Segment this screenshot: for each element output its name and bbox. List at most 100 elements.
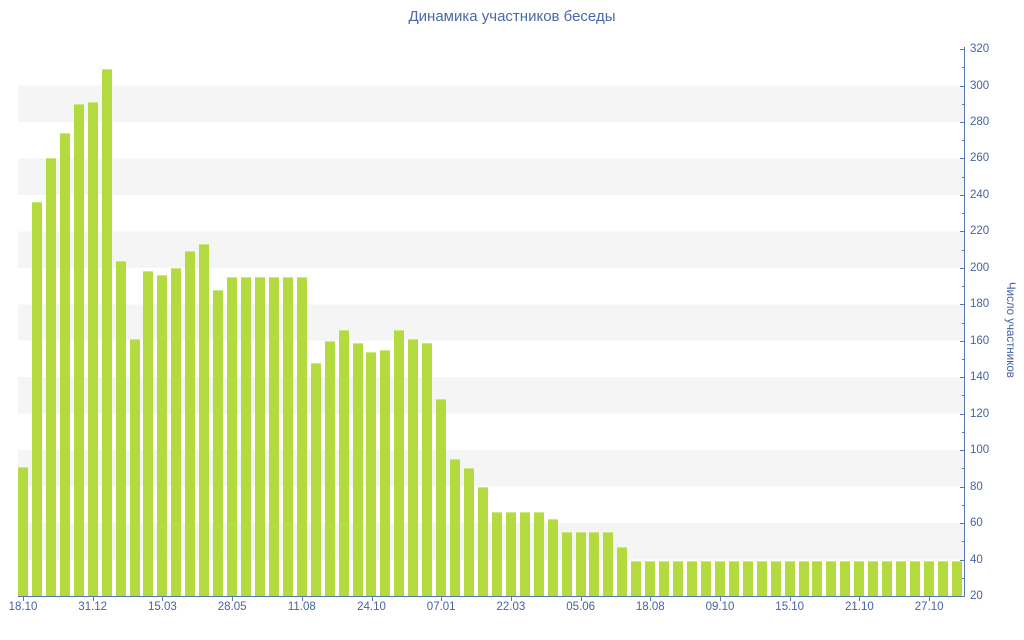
y-minor-tick-270: [961, 140, 964, 142]
x-tick-22.03: [510, 597, 512, 601]
x-tick-27.10: [929, 597, 931, 601]
y-axis-label-320: 320: [970, 43, 990, 55]
y-axis-label-300: 300: [970, 79, 990, 92]
bar-38[interactable]: [533, 512, 544, 596]
bar-7[interactable]: [101, 69, 112, 596]
bar-33[interactable]: [464, 468, 474, 596]
bar-47[interactable]: [659, 561, 670, 596]
bar-8[interactable]: [115, 260, 126, 596]
bar-22[interactable]: [310, 362, 321, 596]
y-minor-tick-170: [961, 322, 964, 324]
bar-44[interactable]: [617, 546, 628, 596]
bar-13[interactable]: [185, 251, 196, 596]
bar-48[interactable]: [673, 561, 684, 596]
y-minor-tick-110: [961, 431, 964, 433]
bar-34[interactable]: [477, 486, 488, 596]
bar-56[interactable]: [784, 561, 795, 596]
x-axis-label-15.10: 15.10: [775, 601, 805, 613]
bar-36[interactable]: [505, 512, 516, 596]
bar-55[interactable]: [770, 561, 781, 596]
bar-21[interactable]: [296, 276, 307, 596]
bar-32[interactable]: [450, 459, 461, 596]
bar-40[interactable]: [561, 532, 572, 596]
x-tick-28.05: [232, 597, 234, 601]
bar-37[interactable]: [519, 512, 530, 596]
bar-58[interactable]: [812, 561, 823, 596]
bar-60[interactable]: [840, 561, 851, 596]
y-axis-label-40: 40: [970, 553, 983, 566]
bar-64[interactable]: [896, 561, 907, 596]
y-major-tick-180: [960, 304, 964, 306]
bar-42[interactable]: [589, 532, 600, 596]
y-axis-label-220: 220: [970, 225, 990, 238]
bar-9[interactable]: [129, 338, 140, 596]
bar-59[interactable]: [826, 561, 837, 596]
x-tick-15.03: [162, 597, 164, 601]
y-major-tick-80: [960, 486, 964, 488]
bar-28[interactable]: [394, 329, 405, 596]
bar-3[interactable]: [45, 158, 56, 596]
y-axis-label-120: 120: [970, 407, 990, 420]
y-axis-label-280: 280: [970, 115, 990, 128]
bar-10[interactable]: [143, 271, 154, 596]
y-axis-label-200: 200: [970, 261, 990, 274]
bar-14[interactable]: [199, 244, 210, 596]
bar-4[interactable]: [59, 132, 70, 596]
x-axis-label-07.01: 07.01: [426, 601, 456, 613]
bar-53[interactable]: [742, 561, 753, 596]
y-minor-tick-50: [961, 541, 964, 543]
bar-18[interactable]: [254, 276, 265, 596]
bar-41[interactable]: [575, 532, 586, 596]
bar-65[interactable]: [910, 561, 920, 596]
bar-1[interactable]: [18, 466, 28, 596]
x-axis-label-21.10: 21.10: [845, 601, 874, 613]
bar-51[interactable]: [714, 561, 725, 596]
bar-57[interactable]: [798, 561, 809, 596]
y-axis-label-60: 60: [970, 517, 983, 530]
bar-66[interactable]: [923, 561, 934, 596]
bar-11[interactable]: [157, 275, 168, 596]
bar-49[interactable]: [687, 561, 697, 596]
bar-23[interactable]: [324, 340, 335, 596]
bar-25[interactable]: [352, 342, 363, 596]
bar-20[interactable]: [282, 276, 293, 596]
bar-2[interactable]: [31, 202, 42, 596]
bar-61[interactable]: [854, 561, 865, 596]
y-minor-tick-90: [961, 468, 964, 470]
y-major-tick-40: [960, 559, 964, 561]
x-tick-07.01: [441, 597, 443, 601]
bar-27[interactable]: [380, 349, 391, 596]
bar-67[interactable]: [937, 561, 948, 596]
bar-30[interactable]: [422, 342, 433, 596]
bar-19[interactable]: [268, 276, 279, 596]
bar-45[interactable]: [631, 561, 642, 596]
chart-title: Динамика участников беседы: [408, 8, 616, 25]
bar-63[interactable]: [882, 561, 893, 596]
bar-16[interactable]: [227, 276, 238, 596]
bar-12[interactable]: [171, 267, 182, 596]
x-axis-label-27.10: 27.10: [914, 601, 944, 613]
bar-39[interactable]: [547, 519, 558, 596]
bar-15[interactable]: [213, 289, 224, 596]
bar-62[interactable]: [868, 561, 879, 596]
x-axis-label-31.12: 31.12: [78, 601, 108, 613]
x-tick-15.10: [789, 597, 791, 601]
bar-24[interactable]: [338, 329, 349, 596]
bar-46[interactable]: [645, 561, 656, 596]
bar-31[interactable]: [436, 399, 447, 596]
bar-54[interactable]: [756, 561, 767, 596]
bar-43[interactable]: [603, 532, 614, 596]
y-minor-tick-130: [961, 395, 964, 397]
bar-68[interactable]: [951, 561, 962, 596]
bar-17[interactable]: [241, 276, 251, 596]
y-minor-tick-230: [961, 213, 964, 215]
bar-26[interactable]: [366, 351, 377, 596]
bar-6[interactable]: [87, 101, 98, 596]
bar-35[interactable]: [491, 512, 502, 596]
bar-29[interactable]: [408, 338, 419, 596]
bar-5[interactable]: [73, 103, 84, 596]
x-axis-label-18.10: 18.10: [8, 601, 38, 613]
bar-52[interactable]: [728, 561, 739, 596]
bar-50[interactable]: [700, 561, 711, 596]
